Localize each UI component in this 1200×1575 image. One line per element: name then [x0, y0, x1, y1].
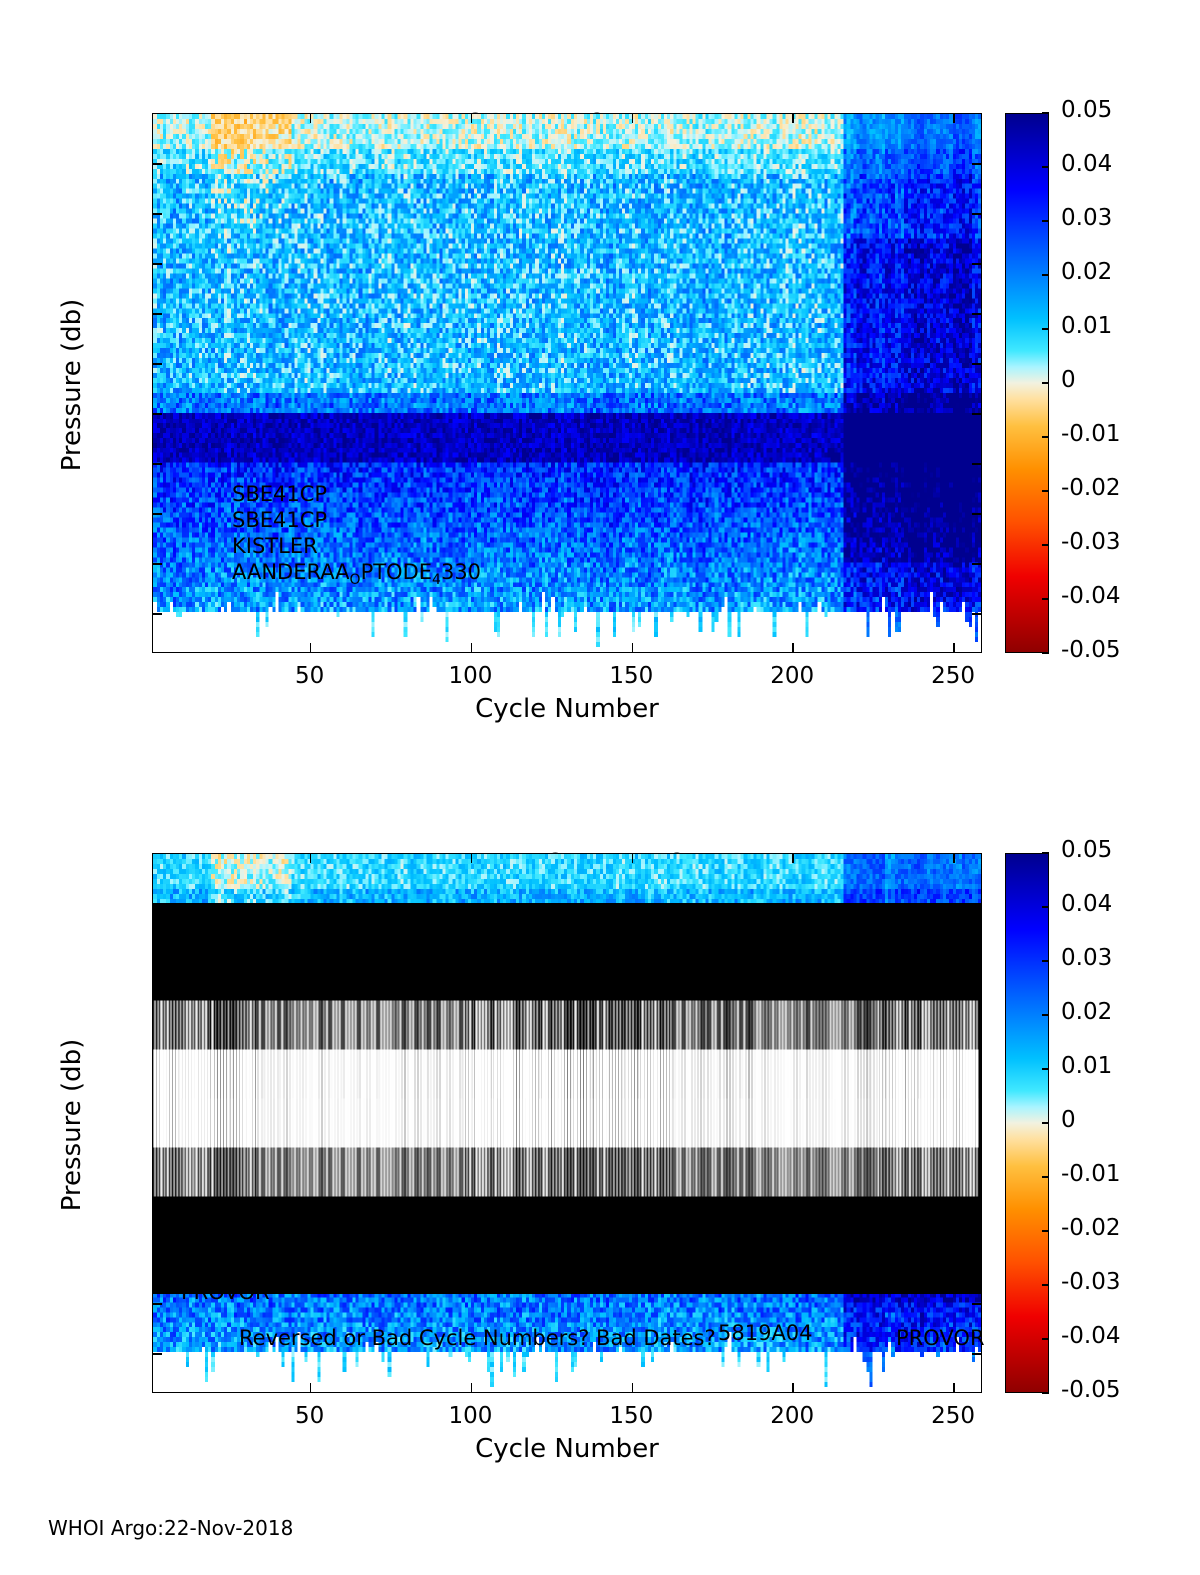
- colorbar-tick-label-raw-9: -0.04: [1061, 583, 1121, 609]
- colorbar-tick-label-adjusted-5: 0: [1061, 1107, 1076, 1133]
- colorbar-tick-label-raw-7: -0.02: [1061, 475, 1121, 501]
- xtick-mark-raw-50: [309, 643, 312, 652]
- colorbar-tick-label-adjusted-6: -0.01: [1061, 1161, 1121, 1187]
- colorbar-tick-label-raw-1: 0.04: [1061, 151, 1113, 177]
- ytick-mark-right-raw-200: [972, 213, 981, 215]
- colorbar-tick-mark-adjusted-4: [1042, 1068, 1049, 1070]
- colorbar-tick-label-adjusted-1: 0.04: [1061, 891, 1113, 917]
- colorbar-tick-mark-raw-6: [1042, 436, 1049, 438]
- colorbar-tick-mark-adjusted-9: [1042, 1338, 1049, 1340]
- colorbar-tick-mark-raw-3: [1042, 274, 1049, 276]
- ytick-mark-right-raw-900: [972, 563, 981, 565]
- ytick-mark-right-raw-100: [972, 163, 981, 165]
- colorbar-tick-label-raw-6: -0.01: [1061, 421, 1121, 447]
- colorbar-tick-label-raw-2: 0.03: [1061, 205, 1113, 231]
- ytick-mark-raw-200: [153, 213, 162, 215]
- colorbar-tick-mark-raw-7: [1042, 490, 1049, 492]
- colorbar-tick-mark-adjusted-7: [1042, 1230, 1049, 1232]
- figure-footer: WHOI Argo:22-Nov-2018: [48, 1516, 294, 1540]
- colorbar-tick-label-adjusted-10: -0.05: [1061, 1377, 1121, 1403]
- panel-raw-ylabel: Pressure (db): [57, 298, 87, 472]
- panel-raw-heatmap: [153, 114, 981, 652]
- ytick-mark-raw-900: [153, 563, 162, 565]
- ytick-mark-raw-700: [153, 463, 162, 465]
- xtick-label-adjusted-50: 50: [294, 1403, 325, 1429]
- colorbar-tick-label-adjusted-7: -0.02: [1061, 1215, 1121, 1241]
- xtick-label-raw-50: 50: [294, 663, 325, 689]
- panel-adjusted: CSIO ADJUSTED N2 (1e-3 s-2) for 2901564 …: [0, 740, 1200, 1500]
- panel-adjusted-xlabel: Cycle Number: [475, 1434, 659, 1464]
- xtick-label-adjusted-200: 200: [770, 1403, 815, 1429]
- xtick-label-raw-100: 100: [448, 663, 493, 689]
- ytick-mark-raw-1000: [153, 613, 162, 615]
- colorbar-tick-mark-adjusted-10: [1042, 1392, 1049, 1394]
- colorbar-tick-mark-raw-10: [1042, 652, 1049, 654]
- colorbar-tick-label-adjusted-8: -0.03: [1061, 1269, 1121, 1295]
- colorbar-tick-mark-raw-9: [1042, 598, 1049, 600]
- xtick-label-raw-150: 150: [609, 663, 654, 689]
- xtick-mark-raw-150: [631, 643, 634, 652]
- colorbar-tick-mark-adjusted-0: [1042, 852, 1049, 854]
- colorbar-tick-label-raw-8: -0.03: [1061, 529, 1121, 555]
- colorbar-tick-label-raw-3: 0.02: [1061, 259, 1113, 285]
- xtick-label-raw-250: 250: [931, 663, 975, 689]
- colorbar-tick-mark-raw-0: [1042, 112, 1049, 114]
- ytick-mark-raw-300: [153, 263, 162, 265]
- xtick-mark-top-raw-50: [309, 114, 312, 123]
- colorbar-tick-mark-adjusted-3: [1042, 1014, 1049, 1016]
- panel-raw: RAW N2 (1e-3 s-2) for 2901564 Pressure (…: [0, 0, 1200, 760]
- xtick-label-adjusted-100: 100: [448, 1403, 493, 1429]
- xtick-mark-top-raw-150: [631, 114, 634, 123]
- panel-adjusted-plot-area[interactable]: [152, 853, 982, 1393]
- xtick-label-raw-200: 200: [770, 663, 815, 689]
- colorbar-tick-mark-raw-2: [1042, 220, 1049, 222]
- ytick-mark-raw-400: [153, 313, 162, 315]
- ytick-mark-right-raw-600: [972, 413, 981, 415]
- panel-adjusted-ylabel: Pressure (db): [57, 1038, 87, 1212]
- colorbar-tick-label-raw-5: 0: [1061, 367, 1076, 393]
- ytick-mark-raw-800: [153, 513, 162, 515]
- colorbar-tick-mark-adjusted-6: [1042, 1176, 1049, 1178]
- colorbar-tick-mark-raw-4: [1042, 328, 1049, 330]
- colorbar-tick-mark-raw-1: [1042, 166, 1049, 168]
- colorbar-tick-mark-raw-5: [1042, 382, 1049, 384]
- colorbar-tick-mark-adjusted-5: [1042, 1122, 1049, 1124]
- colorbar-tick-label-adjusted-3: 0.02: [1061, 999, 1113, 1025]
- ytick-mark-right-raw-700: [972, 463, 981, 465]
- xtick-label-adjusted-250: 250: [931, 1403, 975, 1429]
- colorbar-tick-label-raw-0: 0.05: [1061, 97, 1113, 123]
- colorbar-raw: [1005, 113, 1049, 653]
- panel-raw-xlabel: Cycle Number: [475, 694, 659, 724]
- xtick-mark-raw-200: [792, 643, 794, 652]
- ytick-mark-right-raw-300: [972, 263, 981, 265]
- ytick-mark-right-raw-800: [972, 513, 981, 515]
- colorbar-tick-label-adjusted-9: -0.04: [1061, 1323, 1121, 1349]
- colorbar-tick-label-raw-4: 0.01: [1061, 313, 1113, 339]
- ytick-mark-raw-100: [153, 163, 162, 165]
- ytick-mark-right-raw-400: [972, 313, 981, 315]
- xtick-label-adjusted-150: 150: [609, 1403, 654, 1429]
- colorbar-tick-label-raw-10: -0.05: [1061, 637, 1121, 663]
- colorbar-tick-mark-adjusted-2: [1042, 960, 1049, 962]
- colorbar-tick-mark-raw-8: [1042, 544, 1049, 546]
- panel-raw-plot-area[interactable]: [152, 113, 982, 653]
- xtick-mark-top-raw-200: [792, 114, 794, 123]
- colorbar-tick-mark-adjusted-1: [1042, 906, 1049, 908]
- colorbar-tick-label-adjusted-2: 0.03: [1061, 945, 1113, 971]
- ytick-mark-right-raw-1000: [972, 613, 981, 615]
- top-cycle-marker-band: [153, 854, 981, 1392]
- xtick-mark-top-raw-250: [953, 114, 955, 123]
- ytick-mark-raw-600: [153, 413, 162, 415]
- ytick-mark-raw-500: [153, 363, 162, 365]
- ytick-mark-right-raw-500: [972, 363, 981, 365]
- colorbar-tick-label-adjusted-0: 0.05: [1061, 837, 1113, 863]
- xtick-mark-raw-250: [953, 643, 955, 652]
- xtick-mark-top-raw-100: [470, 114, 473, 123]
- colorbar-tick-label-adjusted-4: 0.01: [1061, 1053, 1113, 1079]
- xtick-mark-raw-100: [470, 643, 473, 652]
- colorbar-tick-mark-adjusted-8: [1042, 1284, 1049, 1286]
